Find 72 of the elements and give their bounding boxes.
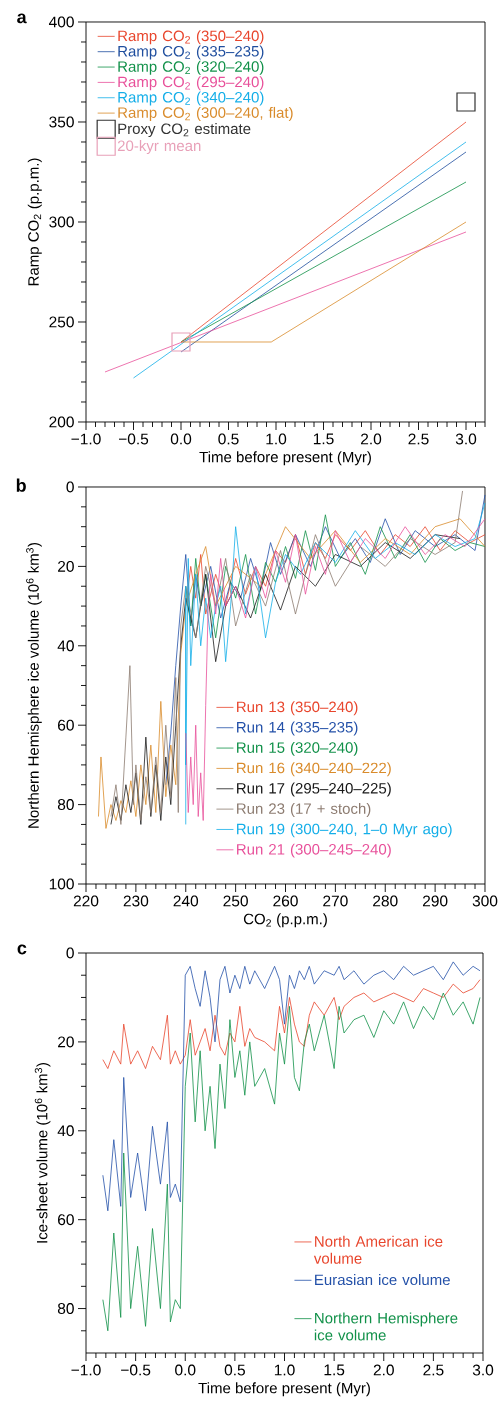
x-tick-label: 2.0 (361, 433, 382, 445)
y-tick-label: 20 (58, 560, 74, 572)
y-tick-label: 100 (49, 878, 74, 890)
y-tick-label: 350 (49, 116, 74, 128)
y-axis-title: Ramp CO$_{2}$ (p.p.m.) (27, 158, 42, 286)
y-tick-label: 60 (58, 719, 74, 731)
x-tick-label: 2.0 (373, 1364, 394, 1376)
x-tick-label: 0.0 (175, 1364, 196, 1376)
x-tick-label: 0.0 (170, 433, 192, 445)
x-tick-label: −0.5 (121, 1364, 151, 1376)
x-axis-title: CO$_{2}$ (p.p.m.) (243, 913, 327, 928)
text: a (17, 13, 27, 24)
legend-label: Proxy CO$_{2}$ estimate (118, 123, 251, 138)
legend-label: Ramp CO$_{2}$ (350–240) (118, 30, 264, 45)
legend-label: Run 14 (335–235) (237, 721, 358, 736)
y-tick-label: 250 (49, 316, 74, 328)
legend-label: North American ice volume (313, 1235, 443, 1264)
x-tick-label: 0.5 (218, 433, 239, 445)
x-axis-title: Time before present (Myr) (199, 451, 371, 466)
x-tick-label: 0.5 (224, 1364, 245, 1376)
x-tick-label: 1.5 (324, 1364, 345, 1376)
legend-label: Ramp CO$_{2}$ (340–240) (118, 91, 264, 106)
y-tick-label: 300 (49, 216, 74, 228)
y-tick-label: 40 (57, 640, 74, 652)
x-tick-label: 290 (422, 895, 448, 907)
x-tick-label: −0.5 (118, 433, 149, 445)
y-tick-label: 80 (57, 799, 74, 811)
legend-label: Run 17 (295–240–225) (237, 782, 391, 797)
x-tick-label: −1.0 (71, 1364, 101, 1376)
x-tick-label: 1.0 (266, 433, 287, 445)
y-tick-label: 80 (57, 1303, 74, 1315)
y-tick-label: 400 (48, 16, 74, 28)
y-axis-title: Ice-sheet volume (10$^{6}$ km$^{3}$) (34, 1062, 51, 1243)
legend-label: Run 16 (340–240–222) (237, 762, 391, 777)
text: c (17, 944, 27, 955)
legend-label: Run 15 (320–240) (237, 741, 358, 756)
x-tick-label: −1.0 (71, 433, 101, 445)
x-tick-label: 300 (472, 895, 498, 907)
legend-label: Run 21 (300–245–240) (237, 843, 391, 858)
x-tick-label: 220 (73, 895, 99, 907)
legend-label: Run 23 (17 + stoch) (237, 802, 371, 817)
y-tick-label: 40 (57, 1125, 74, 1137)
legend-label: 20-kyr mean (117, 140, 201, 155)
x-tick-label: 2.5 (423, 1364, 444, 1376)
x-axis-title: Time before present (Myr) (198, 1382, 370, 1397)
x-tick-label: 260 (273, 895, 298, 907)
y-tick-label: 0 (66, 947, 74, 959)
legend-label: Northern Hemisphere ice volume (314, 1312, 458, 1341)
x-tick-label: 230 (123, 895, 149, 907)
legend-label: Ramp CO$_{2}$ (320–240) (118, 60, 264, 75)
x-tick-label: 3.0 (472, 1364, 494, 1376)
x-tick-label: 1.5 (313, 433, 334, 445)
legend-label: Ramp CO$_{2}$ (300–240, flat) (118, 106, 293, 121)
x-tick-label: 280 (373, 895, 398, 907)
legend-label: Ramp CO$_{2}$ (295–240) (118, 76, 264, 91)
line-series (185, 514, 486, 639)
legend-label: Run 19 (300–240, 1–0 Myr ago) (237, 823, 452, 838)
x-tick-label: 2.5 (408, 433, 429, 445)
y-tick-label: 60 (58, 1214, 74, 1226)
y-axis-title: Northern Hemisphere ice volume (10$^{6}$ km$^{3}$) (26, 542, 42, 828)
legend-label: Run 13 (350–240) (237, 701, 358, 716)
legend-label: Eurasian ice volume (315, 1274, 450, 1286)
text: b (16, 478, 26, 492)
x-tick-label: 250 (223, 895, 248, 907)
y-tick-label: 0 (66, 481, 74, 493)
x-tick-label: 270 (323, 895, 348, 907)
legend-label: Ramp CO$_{2}$ (335–235) (118, 45, 264, 60)
x-tick-label: 1.0 (274, 1364, 295, 1376)
x-tick-label: 3.0 (455, 433, 477, 445)
y-tick-label: 20 (58, 1036, 74, 1048)
y-tick-label: 200 (49, 416, 74, 428)
x-tick-label: 240 (173, 895, 199, 907)
